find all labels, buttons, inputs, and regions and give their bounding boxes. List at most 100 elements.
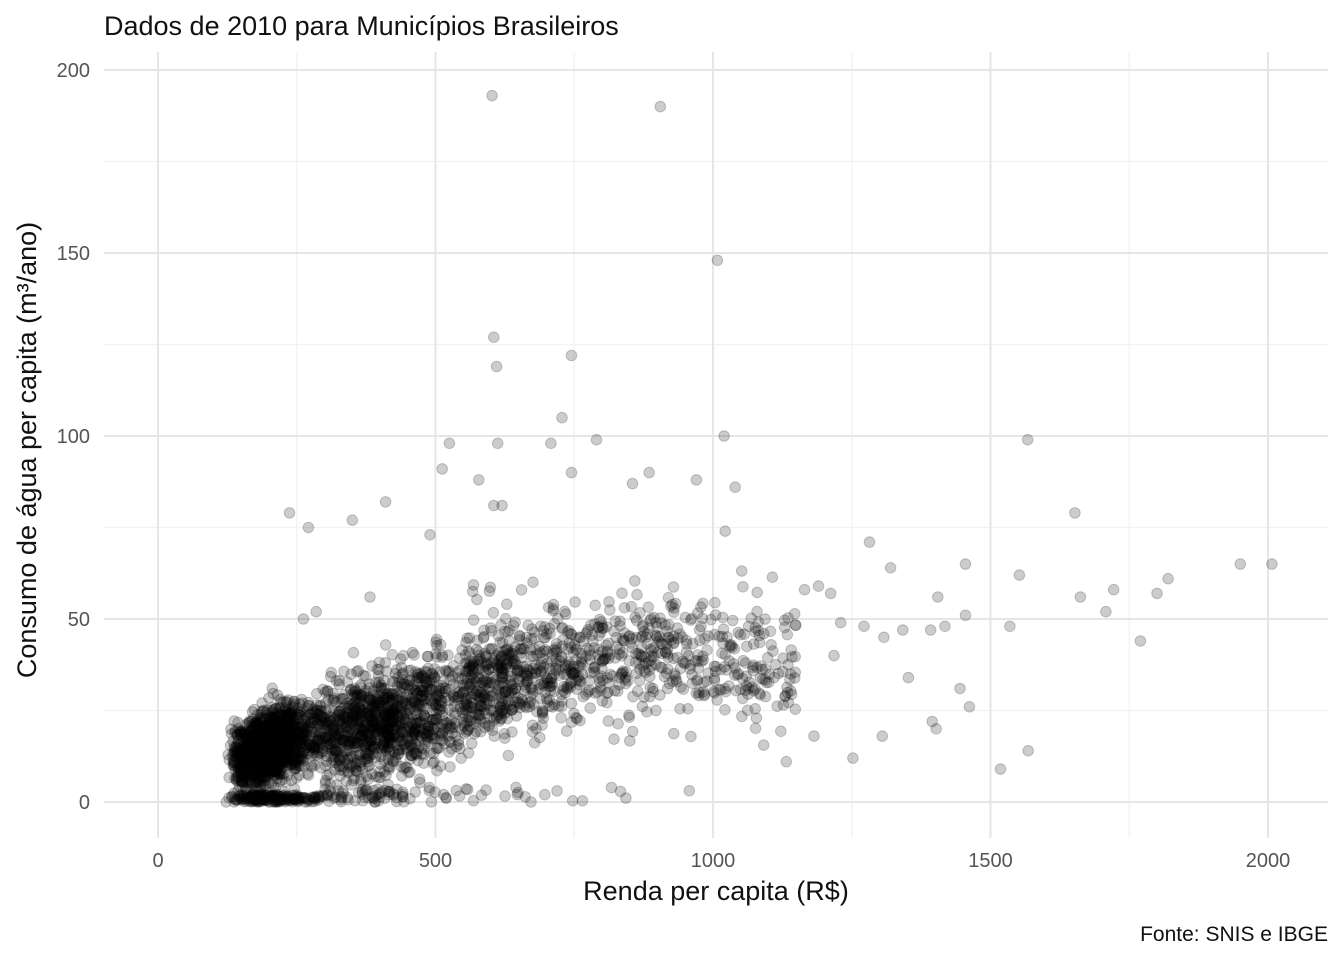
data-point xyxy=(245,776,257,789)
data-point xyxy=(1266,558,1278,570)
data-point xyxy=(246,730,258,742)
data-point xyxy=(269,738,282,751)
data-point xyxy=(261,737,274,750)
data-point xyxy=(798,583,811,596)
data-point xyxy=(296,729,309,742)
data-point xyxy=(361,706,373,719)
data-point xyxy=(279,756,291,769)
data-point xyxy=(243,790,255,803)
data-point xyxy=(463,680,476,693)
data-point xyxy=(263,734,275,747)
data-point xyxy=(229,772,241,785)
data-point xyxy=(235,769,247,781)
data-point xyxy=(284,727,297,739)
data-point xyxy=(531,705,543,718)
data-point xyxy=(281,759,293,771)
data-point xyxy=(228,756,240,769)
data-point xyxy=(274,737,286,750)
data-point xyxy=(292,725,304,737)
data-point xyxy=(234,727,247,740)
data-point xyxy=(283,717,296,730)
data-point xyxy=(784,668,797,680)
data-point xyxy=(450,740,463,753)
data-point xyxy=(254,751,267,763)
data-point xyxy=(262,760,275,772)
data-point xyxy=(232,745,245,758)
data-point xyxy=(576,795,589,807)
data-point xyxy=(270,711,283,723)
data-point xyxy=(290,761,303,774)
y-tick-label: 150 xyxy=(57,243,90,265)
data-point xyxy=(228,756,240,769)
data-point xyxy=(252,741,264,753)
data-point xyxy=(266,712,279,725)
data-point xyxy=(233,739,245,752)
data-point xyxy=(266,765,278,778)
data-point xyxy=(258,793,270,806)
data-point xyxy=(298,722,310,734)
data-point xyxy=(293,791,306,803)
data-point xyxy=(424,529,436,541)
data-point xyxy=(262,742,275,755)
data-point xyxy=(249,789,262,802)
data-point xyxy=(245,734,258,747)
data-point xyxy=(297,755,310,767)
data-point xyxy=(276,731,289,743)
data-point xyxy=(252,752,264,764)
data-point xyxy=(245,768,257,780)
data-point xyxy=(695,620,707,633)
data-point xyxy=(440,792,453,805)
data-point xyxy=(244,724,257,737)
data-point xyxy=(418,710,430,722)
data-point xyxy=(734,628,747,641)
data-point xyxy=(311,716,324,729)
data-point xyxy=(283,742,296,754)
data-point xyxy=(275,708,288,721)
data-point xyxy=(261,745,274,758)
data-point xyxy=(555,712,568,724)
data-point xyxy=(254,713,267,726)
data-point xyxy=(425,796,438,808)
data-point xyxy=(294,731,307,743)
data-point xyxy=(315,727,328,740)
data-point xyxy=(294,760,307,772)
data-point xyxy=(238,770,251,782)
data-point xyxy=(274,717,286,729)
x-tick-label: 0 xyxy=(152,850,163,872)
data-point xyxy=(254,768,267,781)
data-point xyxy=(239,743,251,755)
data-point xyxy=(258,765,271,778)
data-point xyxy=(501,598,513,611)
data-point xyxy=(228,760,240,773)
data-point xyxy=(248,767,261,780)
data-point xyxy=(278,786,290,798)
data-point xyxy=(300,741,313,754)
data-point xyxy=(265,722,278,735)
data-point xyxy=(273,726,286,739)
data-point xyxy=(273,794,286,806)
data-point xyxy=(443,703,455,716)
data-point xyxy=(617,634,630,647)
data-point xyxy=(287,759,299,772)
data-point xyxy=(724,641,736,653)
data-point xyxy=(546,655,558,667)
data-point xyxy=(278,720,291,733)
data-point xyxy=(643,466,656,479)
data-point xyxy=(237,793,249,806)
data-point xyxy=(453,790,466,802)
minor-gridlines xyxy=(104,52,1328,838)
data-point xyxy=(279,792,291,804)
data-point xyxy=(274,749,287,761)
data-point xyxy=(257,757,270,769)
data-point xyxy=(265,738,277,750)
data-point xyxy=(249,795,262,808)
data-point xyxy=(277,732,289,745)
data-point xyxy=(254,749,267,762)
data-point xyxy=(338,665,350,678)
caption: Fonte: SNIS e IBGE xyxy=(1140,923,1328,946)
data-point xyxy=(614,615,626,628)
data-point xyxy=(298,760,310,772)
data-point xyxy=(254,735,267,748)
data-point xyxy=(496,677,509,689)
